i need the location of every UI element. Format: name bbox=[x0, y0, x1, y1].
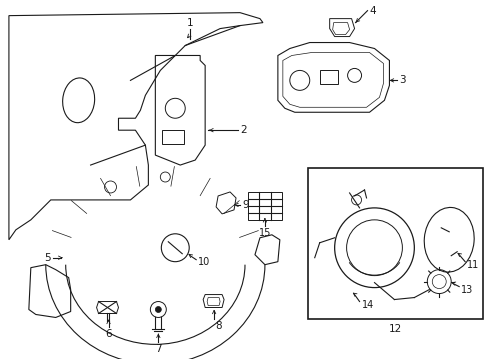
Bar bbox=[319, 71, 337, 84]
Text: 12: 12 bbox=[388, 324, 401, 334]
Text: 15: 15 bbox=[258, 228, 270, 238]
Bar bbox=[247, 192, 281, 220]
Text: 13: 13 bbox=[460, 284, 472, 294]
Text: 6: 6 bbox=[105, 329, 112, 339]
Text: 4: 4 bbox=[369, 6, 375, 15]
Text: 1: 1 bbox=[186, 18, 193, 28]
Text: 3: 3 bbox=[399, 75, 405, 85]
Text: 5: 5 bbox=[44, 253, 51, 263]
Text: 10: 10 bbox=[198, 257, 210, 267]
Circle shape bbox=[155, 306, 161, 312]
Text: 11: 11 bbox=[466, 260, 478, 270]
Text: 7: 7 bbox=[155, 345, 162, 354]
Bar bbox=[162, 130, 184, 144]
Text: 14: 14 bbox=[361, 300, 373, 310]
Bar bbox=[307, 168, 482, 319]
Text: 9: 9 bbox=[242, 200, 248, 210]
Text: 2: 2 bbox=[240, 125, 246, 135]
Text: 8: 8 bbox=[214, 321, 221, 332]
